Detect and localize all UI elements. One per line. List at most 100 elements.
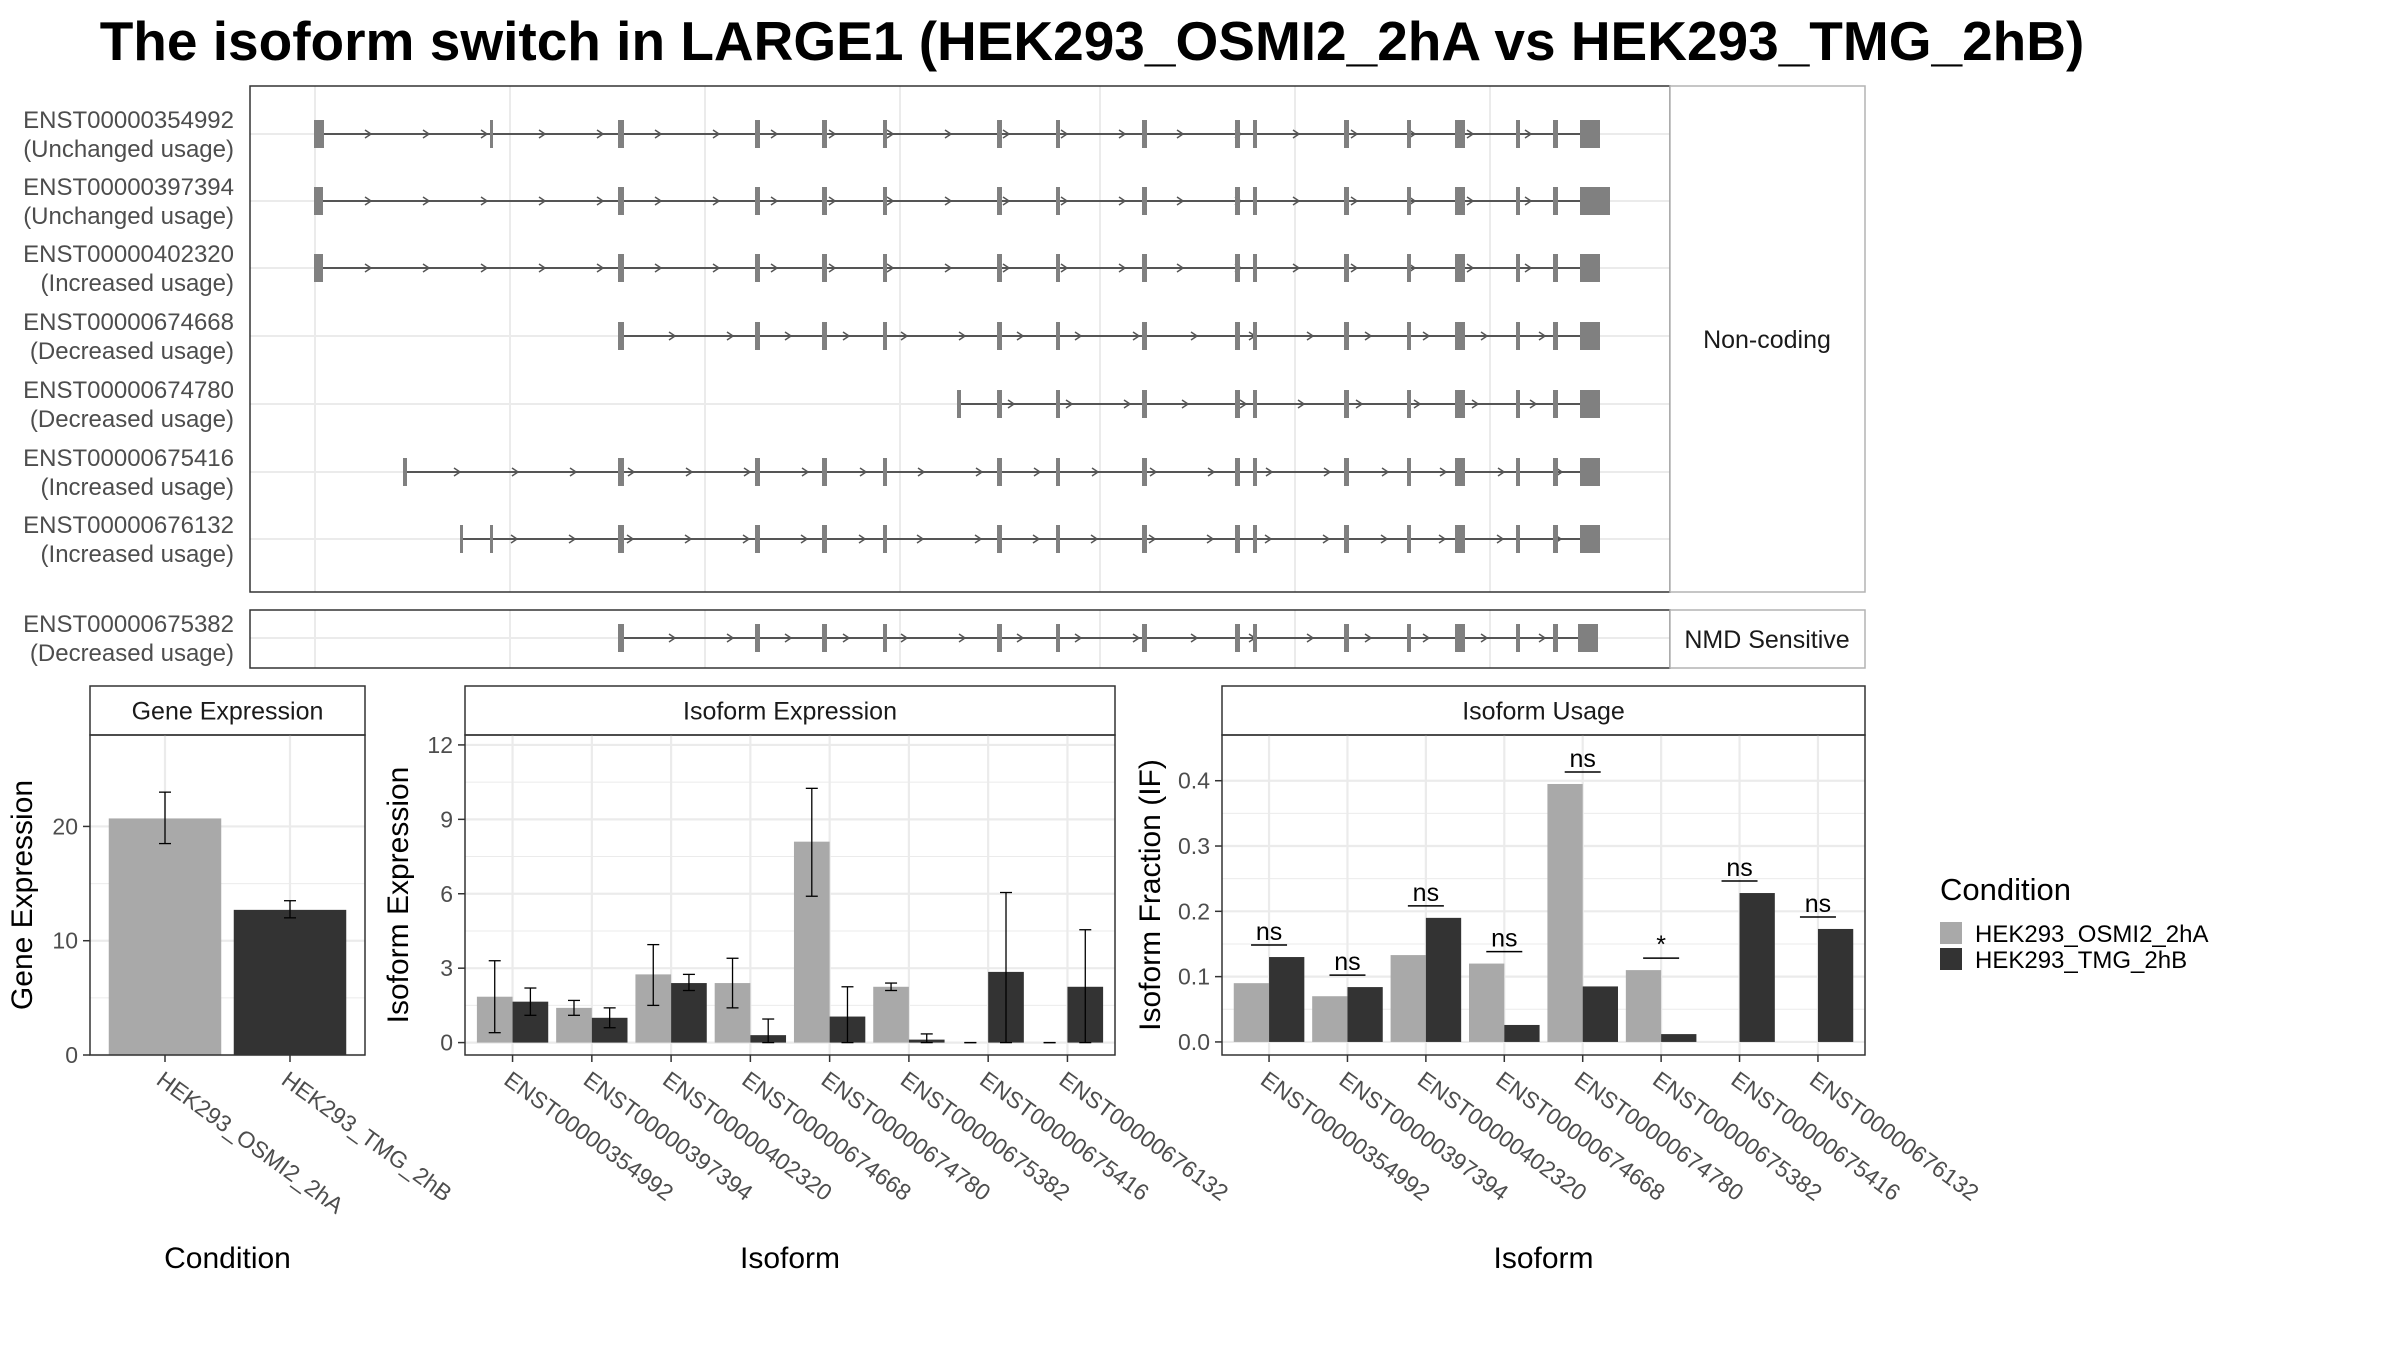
strand-arrow [1380, 534, 1389, 544]
strand-arrow [1524, 263, 1533, 273]
strand-arrow [685, 467, 694, 477]
exon [1235, 254, 1240, 282]
exon [1056, 624, 1060, 652]
strand-arrow [596, 196, 605, 206]
strand-arrow [668, 331, 677, 341]
strand-arrow [842, 633, 851, 643]
transcript-usage-label: (Increased usage) [41, 474, 234, 501]
strand-arrow [510, 534, 519, 544]
exon [314, 254, 323, 282]
strand-arrow [916, 534, 925, 544]
strand-arrow [1190, 331, 1199, 341]
exon [1516, 624, 1520, 652]
strand-arrow [1132, 331, 1141, 341]
exon [1516, 458, 1520, 486]
transcript-id-label: ENST00000674668 [23, 309, 234, 336]
significance-label: ns [1805, 890, 1831, 918]
exon-last [1582, 187, 1610, 215]
exon [1142, 322, 1147, 350]
strand-arrow [1060, 263, 1069, 273]
exon-last [1582, 458, 1600, 486]
exon [460, 525, 463, 553]
y-axis-title: Isoform Fraction (IF) [1134, 759, 1167, 1031]
transcript-id-label: ENST00000402320 [23, 241, 234, 268]
facet-strip-label: Isoform Expression [683, 698, 897, 726]
strand-arrow [1350, 129, 1359, 139]
strand-arrow [1132, 633, 1141, 643]
exon [1455, 322, 1465, 350]
significance-label: ns [1334, 948, 1360, 976]
strand-arrow [828, 129, 837, 139]
strand-arrow [917, 467, 926, 477]
exon [1056, 458, 1060, 486]
transcript-model [314, 254, 1600, 282]
strand-arrow [743, 467, 752, 477]
strand-arrow [1306, 331, 1315, 341]
strand-arrow [511, 467, 520, 477]
strand-arrow [958, 331, 967, 341]
strand-arrow [770, 196, 779, 206]
exon [314, 187, 323, 215]
strand-arrow [1002, 129, 1011, 139]
strand-arrow [975, 467, 984, 477]
legend-label-cond1: HEK293_OSMI2_2hA [1975, 921, 2208, 948]
strand-arrow [1091, 467, 1100, 477]
strand-arrow [1350, 196, 1359, 206]
strand-arrow [1364, 633, 1373, 643]
strand-arrow [1466, 263, 1475, 273]
isoform-expression-plot: Isoform Expression036912ENST00000354992E… [382, 685, 1233, 1275]
strand-arrow [1292, 129, 1301, 139]
legend-title: Condition [1940, 872, 2071, 907]
exon [1455, 525, 1465, 553]
strand-arrow [1496, 534, 1505, 544]
exon [755, 254, 760, 282]
strand-arrow [1265, 467, 1274, 477]
bar [1661, 1034, 1697, 1042]
exon [1056, 390, 1060, 418]
strand-arrow [1060, 196, 1069, 206]
transcript-model [618, 624, 1598, 652]
legend-label-cond2: HEK293_TMG_2hB [1975, 947, 2187, 974]
bar [1582, 986, 1618, 1042]
strand-arrow [1007, 399, 1016, 409]
strand-arrow [1471, 399, 1480, 409]
exon [883, 120, 887, 148]
transcript-model [314, 187, 1610, 215]
strand-arrow [801, 467, 810, 477]
bar [1269, 957, 1305, 1042]
strand-arrow [480, 129, 489, 139]
strand-arrow [1118, 129, 1127, 139]
exon [618, 525, 624, 553]
exon [1455, 254, 1465, 282]
strand-arrow [1323, 467, 1332, 477]
strand-arrow [784, 633, 793, 643]
strand-arrow [900, 331, 909, 341]
exon [997, 120, 1002, 148]
exon [1344, 390, 1349, 418]
legend-swatch-cond1 [1940, 922, 1962, 944]
strand-arrow [1413, 399, 1422, 409]
strand-arrow [1032, 534, 1041, 544]
exon [1344, 322, 1349, 350]
legend-swatch-cond2 [1940, 948, 1962, 970]
exon [755, 120, 760, 148]
bar [1347, 987, 1383, 1042]
exon [1344, 458, 1349, 486]
exon [1407, 624, 1411, 652]
strand-arrow [480, 196, 489, 206]
exon [755, 525, 760, 553]
transcript-usage-label: (Unchanged usage) [23, 203, 234, 230]
plot-panel-border [1221, 734, 1866, 1056]
exon [1455, 390, 1465, 418]
transcript-usage-label: (Increased usage) [41, 270, 234, 297]
condition-legend: Condition HEK293_OSMI2_2hA HEK293_TMG_2h… [1940, 872, 2208, 974]
exon [883, 322, 887, 350]
strand-arrow [1480, 633, 1489, 643]
strand-arrow [1206, 534, 1215, 544]
plot-panel-border [89, 734, 366, 1056]
strand-arrow [944, 263, 953, 273]
strand-arrow [568, 534, 577, 544]
transcript-model [618, 322, 1600, 350]
exon-last [1582, 254, 1600, 282]
y-tick-label: 0.0 [1178, 1029, 1210, 1055]
